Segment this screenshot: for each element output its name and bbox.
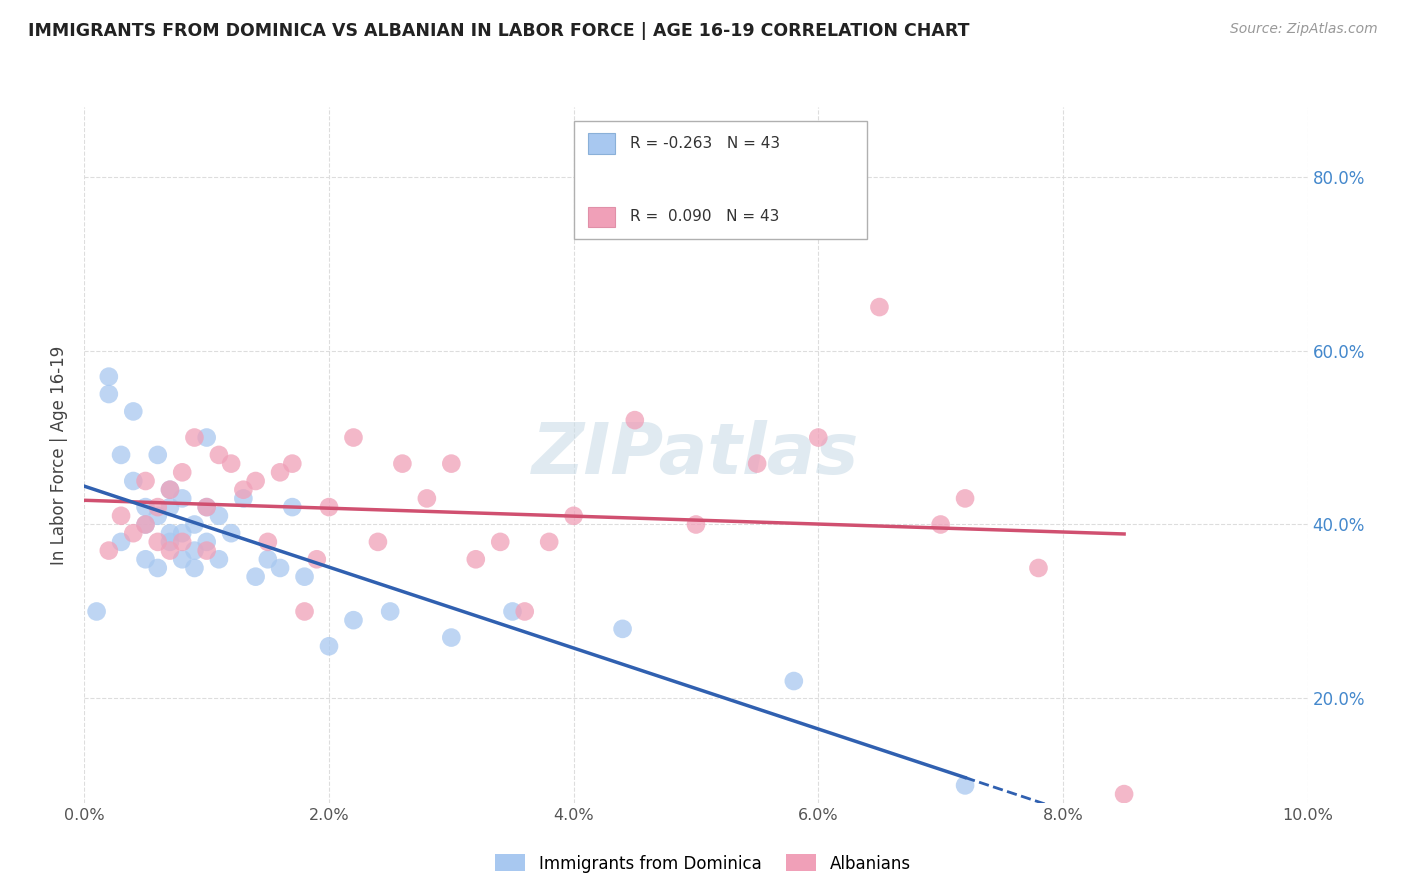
Point [97,369,120,384]
Point [416,491,439,506]
Point [305,552,328,566]
Point [624,413,647,427]
Point [1028,561,1050,575]
Point [294,570,316,584]
Point [440,631,463,645]
Point [208,552,231,566]
Point [122,404,145,418]
Point [172,491,194,506]
Point [146,534,169,549]
Point [159,526,181,541]
Bar [588,133,616,153]
Point [440,457,463,471]
Point [146,500,169,514]
Y-axis label: In Labor Force | Age 16-19: In Labor Force | Age 16-19 [51,345,69,565]
Point [183,561,205,575]
Point [869,300,891,314]
Point [685,517,707,532]
Point [1114,787,1136,801]
Point [245,474,267,488]
Point [135,517,157,532]
Point [953,491,976,506]
Point [208,508,231,523]
Point [513,605,536,619]
Point [232,483,254,497]
Point [135,517,157,532]
Point [135,552,157,566]
Point [146,448,169,462]
Text: R =  0.090   N = 43: R = 0.090 N = 43 [630,210,779,225]
Point [135,474,157,488]
Point [562,508,585,523]
Bar [574,121,868,239]
Point [318,639,340,653]
Point [208,448,231,462]
Point [342,430,364,444]
Point [342,613,364,627]
Point [122,526,145,541]
Text: ZIPatlas: ZIPatlas [533,420,859,490]
Point [122,474,145,488]
Point [159,543,181,558]
Point [195,500,218,514]
Point [318,500,340,514]
Point [195,430,218,444]
Point [172,466,194,480]
Point [195,534,218,549]
Point [807,430,830,444]
Point [86,605,108,619]
Point [783,674,806,689]
Point [281,500,304,514]
Point [135,500,157,514]
Point [929,517,952,532]
Point [183,517,205,532]
Text: IMMIGRANTS FROM DOMINICA VS ALBANIAN IN LABOR FORCE | AGE 16-19 CORRELATION CHAR: IMMIGRANTS FROM DOMINICA VS ALBANIAN IN … [28,22,970,40]
Point [953,778,976,792]
Point [489,534,512,549]
Point [172,526,194,541]
Point [269,561,291,575]
Point [219,526,242,541]
Point [172,552,194,566]
Point [183,543,205,558]
Point [464,552,486,566]
Point [281,457,304,471]
Point [146,561,169,575]
Point [245,570,267,584]
Point [502,605,524,619]
Point [391,457,413,471]
Point [159,483,181,497]
Point [159,534,181,549]
Point [183,430,205,444]
Point [110,448,132,462]
Point [159,483,181,497]
Point [232,491,254,506]
Point [612,622,634,636]
Text: R = -0.263   N = 43: R = -0.263 N = 43 [630,136,780,151]
Point [538,534,561,549]
Point [159,500,181,514]
Bar [588,207,616,227]
Point [172,534,194,549]
Point [97,387,120,401]
Point [146,508,169,523]
Point [97,543,120,558]
Point [195,500,218,514]
Point [110,508,132,523]
Point [294,605,316,619]
Point [257,552,280,566]
Point [110,534,132,549]
Point [269,466,291,480]
Point [257,534,280,549]
Point [195,543,218,558]
Point [747,457,769,471]
Text: Source: ZipAtlas.com: Source: ZipAtlas.com [1230,22,1378,37]
Point [380,605,402,619]
Point [367,534,389,549]
Legend: Immigrants from Dominica, Albanians: Immigrants from Dominica, Albanians [488,847,918,880]
Point [219,457,242,471]
